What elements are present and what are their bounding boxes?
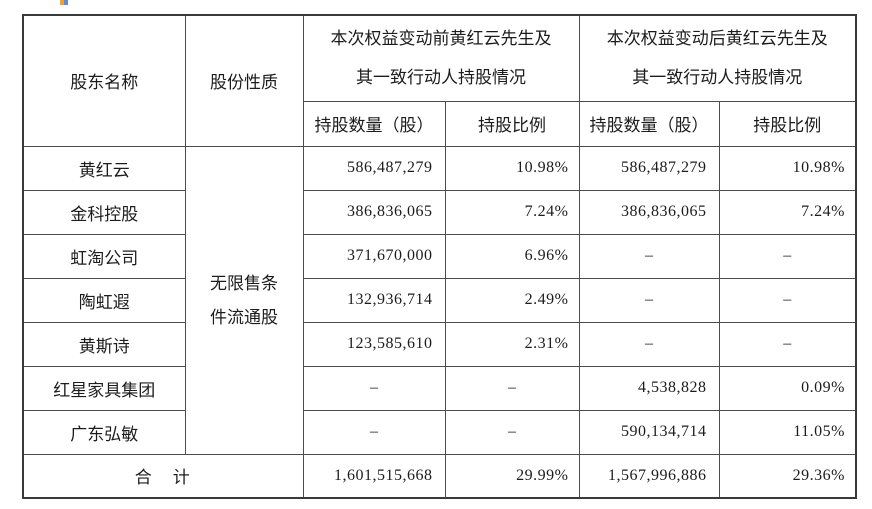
after-qty: 386,836,065 — [578, 189, 720, 235]
col-header-share-nature: 股份性质 — [184, 14, 304, 147]
after-ratio: – — [718, 233, 857, 279]
shareholder-name: 虹淘公司 — [22, 233, 186, 279]
after-qty: 586,487,279 — [578, 145, 720, 191]
before-qty: 371,670,000 — [302, 233, 446, 279]
share-nature-line2: 件流通股 — [210, 307, 278, 327]
after-ratio: – — [718, 277, 857, 323]
after-ratio: 7.24% — [718, 189, 857, 235]
col-header-before-group: 本次权益变动前黄红云先生及 其一致行动人持股情况 — [302, 14, 580, 102]
header-sub-row: 持股数量（股） 持股比例 持股数量（股） 持股比例 — [23, 100, 857, 147]
total-row: 合 计 1,601,515,668 29.99% 1,567,996,886 2… — [22, 453, 857, 499]
shareholder-name: 陶虹遐 — [22, 277, 186, 323]
before-ratio: – — [444, 365, 580, 411]
col-header-after-ratio: 持股比例 — [718, 100, 857, 147]
shareholder-name: 黄斯诗 — [22, 321, 186, 367]
share-nature-line1: 无限售条 — [210, 273, 278, 293]
table-row: 黄红云 无限售条 件流通股 586,487,279 10.98% 586,487… — [22, 145, 857, 455]
header-group-row: 股东名称 股份性质 本次权益变动前黄红云先生及 其一致行动人持股情况 本次权益变… — [22, 14, 857, 147]
share-nature-cell: 无限售条 件流通股 — [184, 145, 304, 455]
table-row: 金科控股 386,836,065 7.24% 386,836,065 7.24% — [22, 189, 857, 235]
after-qty: – — [578, 233, 720, 279]
before-group-line1: 本次权益变动前黄红云先生及 — [330, 29, 552, 49]
col-header-after-qty: 持股数量（股） — [578, 100, 720, 147]
before-ratio: 2.31% — [444, 321, 580, 367]
before-qty: 123,585,610 — [302, 321, 446, 367]
total-label: 合 计 — [22, 453, 304, 499]
after-ratio: 10.98% — [718, 145, 857, 191]
total-before-ratio: 29.99% — [444, 453, 580, 499]
before-ratio: 6.96% — [444, 233, 580, 279]
total-before-qty: 1,601,515,668 — [302, 453, 446, 499]
before-qty: – — [302, 365, 446, 411]
clipped-top-artifact — [60, 0, 68, 5]
shareholder-name: 黄红云 — [22, 145, 186, 191]
after-qty: – — [578, 277, 720, 323]
after-ratio: 0.09% — [718, 365, 857, 411]
before-ratio: 7.24% — [444, 189, 580, 235]
before-group-line2: 其一致行动人持股情况 — [356, 68, 526, 88]
before-ratio: 2.49% — [444, 277, 580, 323]
before-qty: 132,936,714 — [302, 277, 446, 323]
before-qty: 386,836,065 — [302, 189, 446, 235]
shareholder-name: 广东弘敏 — [22, 409, 186, 455]
before-qty: – — [302, 409, 446, 455]
after-ratio: 11.05% — [718, 409, 857, 455]
after-group-line2: 其一致行动人持股情况 — [632, 68, 803, 88]
table-row: 虹淘公司 371,670,000 6.96% – – — [22, 233, 857, 279]
table-row: 广东弘敏 – – 590,134,714 11.05% — [22, 409, 857, 455]
after-qty: 4,538,828 — [578, 365, 720, 411]
total-after-ratio: 29.36% — [718, 453, 857, 499]
shareholder-name: 金科控股 — [22, 189, 186, 235]
col-header-shareholder: 股东名称 — [22, 14, 186, 147]
table-row: 黄斯诗 123,585,610 2.31% – – — [22, 321, 857, 367]
before-qty: 586,487,279 — [302, 145, 446, 191]
table-row: 陶虹遐 132,936,714 2.49% – – — [22, 277, 857, 323]
col-header-after-group: 本次权益变动后黄红云先生及 其一致行动人持股情况 — [578, 14, 857, 102]
table-row: 红星家具集团 – – 4,538,828 0.09% — [22, 365, 857, 411]
total-after-qty: 1,567,996,886 — [578, 453, 720, 499]
shareholder-name: 红星家具集团 — [22, 365, 186, 411]
after-group-line1: 本次权益变动后黄红云先生及 — [606, 29, 828, 49]
after-qty: 590,134,714 — [578, 409, 720, 455]
col-header-before-qty: 持股数量（股） — [302, 100, 446, 147]
before-ratio: – — [444, 409, 580, 455]
shareholding-table: 股东名称 股份性质 本次权益变动前黄红云先生及 其一致行动人持股情况 本次权益变… — [22, 14, 857, 499]
after-qty: – — [578, 321, 720, 367]
col-header-before-ratio: 持股比例 — [444, 100, 580, 147]
before-ratio: 10.98% — [444, 145, 580, 191]
after-ratio: – — [718, 321, 857, 367]
